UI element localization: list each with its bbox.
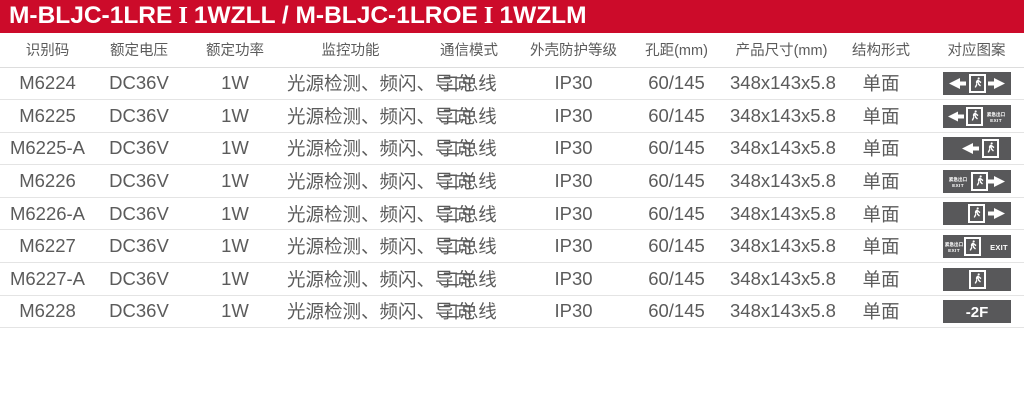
svg-text:紧急出口: 紧急出口 — [986, 111, 1005, 118]
svg-text:EXIT: EXIT — [990, 243, 1008, 252]
svg-text:紧急出口: 紧急出口 — [944, 241, 963, 248]
svg-text:EXIT: EXIT — [952, 183, 964, 189]
svg-text:-2F: -2F — [965, 304, 988, 321]
svg-text:EXIT: EXIT — [990, 118, 1002, 124]
svg-text:EXIT: EXIT — [948, 248, 960, 254]
svg-text:紧急出口: 紧急出口 — [948, 176, 967, 183]
